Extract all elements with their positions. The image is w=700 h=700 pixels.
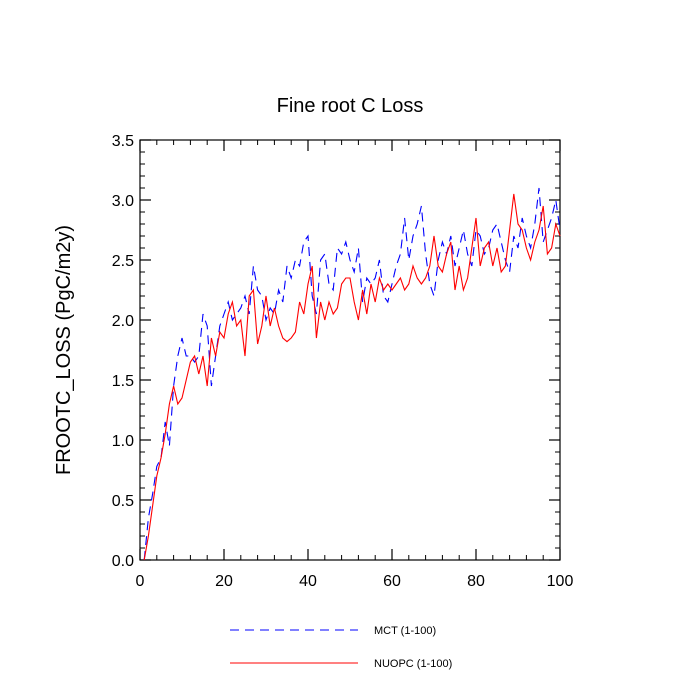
plot-area: 0 20 40 60 80 100 0.0 0.5 1.0 1.5 2.0 2.5 3.0 3.5 xyxy=(112,133,574,590)
x-tick-label: 0 xyxy=(136,573,145,590)
y-tick-label: 2.5 xyxy=(112,253,134,270)
y-tick-label: 3.5 xyxy=(112,133,134,150)
y-axis-label: FROOTC_LOSS (PgC/m2y) xyxy=(53,225,75,475)
y-tick-label: 0.5 xyxy=(112,493,134,510)
y-tick-label: 1.0 xyxy=(112,433,134,450)
x-tick-label: 100 xyxy=(547,573,574,590)
series-line-mct xyxy=(143,187,561,561)
series-line-nuopc xyxy=(143,193,561,561)
x-tick-label: 60 xyxy=(383,573,401,590)
legend-label-mct: MCT (1-100) xyxy=(374,625,436,637)
x-tick-label: 20 xyxy=(215,573,233,590)
x-tick-label: 40 xyxy=(299,573,317,590)
legend: MCT (1-100) NUOPC (1-100) xyxy=(230,625,452,670)
x-tick-label: 80 xyxy=(467,573,485,590)
plot-frame xyxy=(139,139,561,561)
chart-title: Fine root C Loss xyxy=(277,95,424,117)
y-tick-label: 2.0 xyxy=(112,313,134,330)
legend-label-nuopc: NUOPC (1-100) xyxy=(374,658,452,670)
y-tick-label: 3.0 xyxy=(112,193,134,210)
y-tick-label: 0.0 xyxy=(112,553,134,570)
y-tick-label: 1.5 xyxy=(112,373,134,390)
